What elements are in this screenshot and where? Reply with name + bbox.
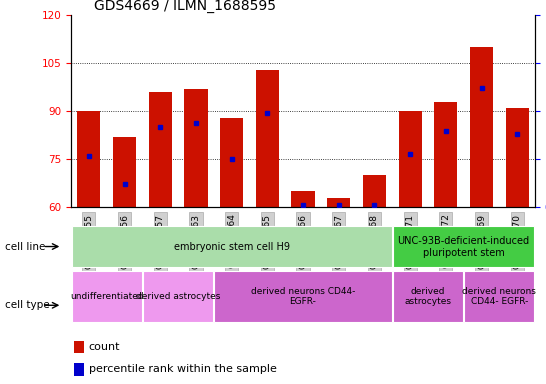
Bar [470,47,493,207]
Bar [143,271,213,322]
Bar [327,198,351,207]
Bar [113,137,136,207]
Bar [393,271,463,322]
Bar [72,227,391,267]
Bar [220,118,243,207]
Text: derived
astrocytes: derived astrocytes [405,287,452,306]
Bar [256,70,279,207]
Bar [77,111,100,207]
Bar [465,271,535,322]
Bar [74,341,84,353]
Bar [363,175,386,207]
Text: derived astrocytes: derived astrocytes [136,292,220,301]
Text: GDS4669 / ILMN_1688595: GDS4669 / ILMN_1688595 [94,0,276,13]
Bar [393,227,535,267]
Bar [434,102,458,207]
Bar [72,271,141,322]
Bar [506,108,529,207]
Text: derived neurons
CD44- EGFR-: derived neurons CD44- EGFR- [462,287,536,306]
Bar [292,191,314,207]
Bar [215,271,391,322]
Bar [149,92,172,207]
Text: cell line: cell line [5,242,46,252]
Bar [185,89,207,207]
Text: cell type: cell type [5,300,50,310]
Text: percentile rank within the sample: percentile rank within the sample [89,364,277,374]
Text: derived neurons CD44-
EGFR-: derived neurons CD44- EGFR- [251,287,355,306]
Text: count: count [89,342,120,352]
Text: undifferentiated: undifferentiated [70,292,144,301]
Text: UNC-93B-deficient-induced
pluripotent stem: UNC-93B-deficient-induced pluripotent st… [397,236,530,258]
Bar [399,111,422,207]
Bar [74,362,84,376]
Text: embryonic stem cell H9: embryonic stem cell H9 [174,242,289,252]
